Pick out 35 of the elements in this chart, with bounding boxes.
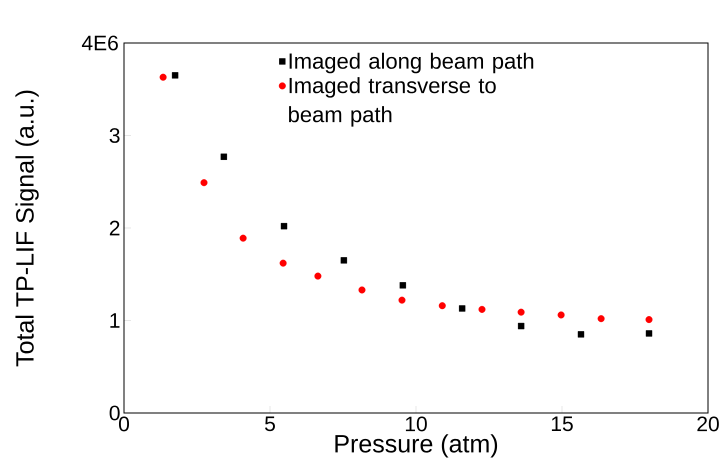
- y-tick-label: 0: [110, 406, 120, 420]
- point: [358, 286, 366, 294]
- point: [160, 74, 167, 81]
- point: [578, 331, 584, 338]
- legend-label: Imaged transverse to beam path: [289, 77, 496, 127]
- point: [280, 260, 287, 267]
- point: [646, 330, 652, 337]
- y-tick-label: 3: [110, 128, 120, 143]
- point: [172, 72, 178, 79]
- point: [400, 282, 406, 289]
- point: [518, 308, 525, 316]
- point: [518, 322, 524, 330]
- point: [314, 272, 322, 280]
- x-tick-label: 20: [697, 416, 719, 432]
- x-axis-title: Pressure (atm): [335, 434, 498, 458]
- point: [478, 306, 486, 313]
- point: [340, 257, 348, 264]
- point: [458, 305, 466, 312]
- y-axis-title: Total TP-LIF Signal (a.u.): [15, 90, 39, 366]
- x-tick-label: 10: [406, 416, 427, 432]
- point: [398, 296, 406, 304]
- x-tick-label: 15: [552, 416, 573, 432]
- y-tick-label: 1: [110, 313, 120, 328]
- y-tick-label: 2: [110, 220, 120, 236]
- x-tick-label: 5: [265, 416, 275, 432]
- point: [558, 311, 565, 318]
- point: [438, 302, 446, 310]
- text: 4E6: [82, 36, 118, 50]
- point: [200, 179, 208, 186]
- point: [646, 316, 653, 324]
- point: [220, 154, 228, 160]
- legend-label: Imaged along beam path: [290, 52, 534, 74]
- point: [240, 234, 247, 242]
- point: [598, 315, 605, 322]
- point: [280, 222, 288, 230]
